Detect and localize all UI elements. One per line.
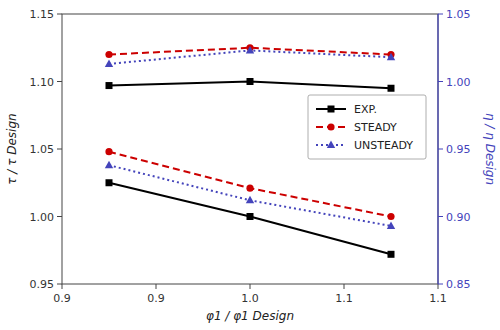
x-tick-label: 1.1 xyxy=(429,292,447,305)
y2-tick xyxy=(438,149,443,150)
y-tick-label: 1.05 xyxy=(30,143,55,156)
series-marker xyxy=(247,213,254,220)
series-marker xyxy=(388,85,395,92)
y-tick-label: 1.10 xyxy=(30,76,55,89)
legend-marker xyxy=(327,123,334,130)
chart: 0.9 0.9 1.0 1.1 1.1 0.95 1.00 1.05 1.10 1.15 0.85 0… xyxy=(0,0,500,330)
plot-frame xyxy=(62,14,438,284)
series-marker xyxy=(246,46,254,54)
legend-marker xyxy=(328,106,335,113)
y-tick-label: 0.95 xyxy=(30,278,55,291)
series-marker xyxy=(246,185,253,192)
legend: EXP. STEADY UNSTEADY xyxy=(308,95,426,159)
y-tick xyxy=(57,149,62,150)
series-marker xyxy=(105,148,112,155)
series-line xyxy=(109,165,391,226)
x-tick-label: 0.9 xyxy=(147,292,165,305)
y-tick xyxy=(57,14,62,15)
series-marker xyxy=(105,161,113,169)
x-tick xyxy=(250,284,251,289)
y2-axis-label: η / η Design xyxy=(483,113,497,185)
y2-tick-label: 0.90 xyxy=(446,211,471,224)
series-line xyxy=(109,152,391,217)
series-marker xyxy=(387,53,395,61)
series-marker xyxy=(106,179,113,186)
legend-label: STEADY xyxy=(354,121,397,134)
y2-tick xyxy=(438,14,443,15)
y-tick xyxy=(57,81,62,82)
x-axis-label: φ1 / φ1 Design xyxy=(206,309,294,323)
series-marker xyxy=(105,51,112,58)
y2-tick xyxy=(438,284,443,285)
y2-tick-label: 1.00 xyxy=(446,76,471,89)
y2-tick-label: 0.85 xyxy=(446,278,471,291)
legend-label: EXP. xyxy=(354,103,377,116)
y2-tick-label: 0.95 xyxy=(446,143,471,156)
series-marker xyxy=(246,196,254,204)
series-marker xyxy=(388,251,395,258)
legend-marker xyxy=(327,141,335,149)
y-tick-label: 1.15 xyxy=(30,8,55,21)
x-tick-label: 1.1 xyxy=(335,292,353,305)
y-tick-label: 1.00 xyxy=(30,211,55,224)
y-tick xyxy=(57,284,62,285)
series-marker xyxy=(247,78,254,85)
series-marker xyxy=(387,213,394,220)
legend-label: UNSTEADY xyxy=(354,139,413,152)
y-tick xyxy=(57,216,62,217)
x-tick xyxy=(62,284,63,289)
series-marker xyxy=(106,82,113,89)
y2-tick xyxy=(438,81,443,82)
legend-frame xyxy=(308,95,426,159)
x-tick xyxy=(156,284,157,289)
series-marker xyxy=(387,221,395,229)
x-tick-label: 0.9 xyxy=(53,292,71,305)
y2-tick-label: 1.05 xyxy=(446,8,471,21)
y2-tick xyxy=(438,216,443,217)
series-marker xyxy=(105,59,113,66)
y-axis-label: τ / τ Design xyxy=(5,113,19,184)
x-tick-label: 1.0 xyxy=(241,292,259,305)
x-tick xyxy=(438,284,439,289)
x-tick xyxy=(344,284,345,289)
